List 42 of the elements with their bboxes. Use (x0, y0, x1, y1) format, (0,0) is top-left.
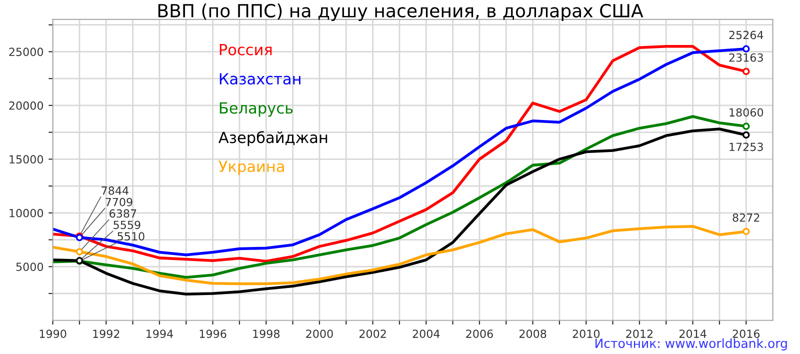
x-tick-label: 2006 (466, 330, 493, 338)
y-tick-label: 20000 (9, 101, 44, 110)
data-label: 7844 (102, 186, 128, 195)
data-label: 6387 (110, 209, 136, 218)
data-label: 5559 (114, 220, 140, 230)
x-tick-label: 1994 (146, 330, 173, 338)
data-label: 17253 (730, 142, 763, 152)
data-label: 23163 (729, 53, 763, 62)
x-tick-label: 2002 (359, 330, 386, 338)
x-tick-label: 2014 (679, 330, 706, 338)
point (742, 45, 750, 52)
data-label: 8272 (732, 213, 760, 222)
point (742, 68, 750, 76)
point (76, 248, 84, 256)
data-label: 18060 (730, 108, 764, 117)
text: Беларусь (220, 102, 293, 117)
text: Источник: www.worldbank.org (596, 338, 787, 350)
data-label: 5510 (118, 232, 144, 241)
x-tick-label: 1998 (253, 330, 280, 338)
x-tick-label: 2004 (412, 330, 440, 338)
data-label: 7709 (106, 198, 132, 206)
x-tick-label: 1992 (93, 330, 120, 338)
y-tick-label: 15000 (10, 155, 44, 164)
y-tick-label: 10000 (10, 208, 44, 218)
chart-title: ВВП (по ППС) на душу населения, в долларах США (158, 4, 644, 22)
x-tick-label: 2010 (572, 330, 600, 338)
y-tick-label: 5000 (16, 262, 44, 272)
point (742, 122, 750, 130)
point (742, 228, 750, 236)
x-tick-label: 2016 (732, 330, 760, 338)
x-tick-label: 2012 (626, 330, 652, 338)
text: Азербайджан (218, 131, 328, 146)
x-tick-label: 1990 (40, 330, 66, 338)
text: Россия (220, 44, 272, 56)
x-tick-label: 2008 (519, 330, 546, 338)
x-tick-label: 1996 (200, 330, 226, 338)
text: Украина (218, 160, 284, 176)
y-tick-label: 25000 (9, 48, 44, 56)
x-tick-label: 2000 (306, 330, 333, 338)
data-label: 25264 (729, 30, 764, 40)
text: Казахстан (220, 73, 300, 85)
point (742, 131, 750, 139)
